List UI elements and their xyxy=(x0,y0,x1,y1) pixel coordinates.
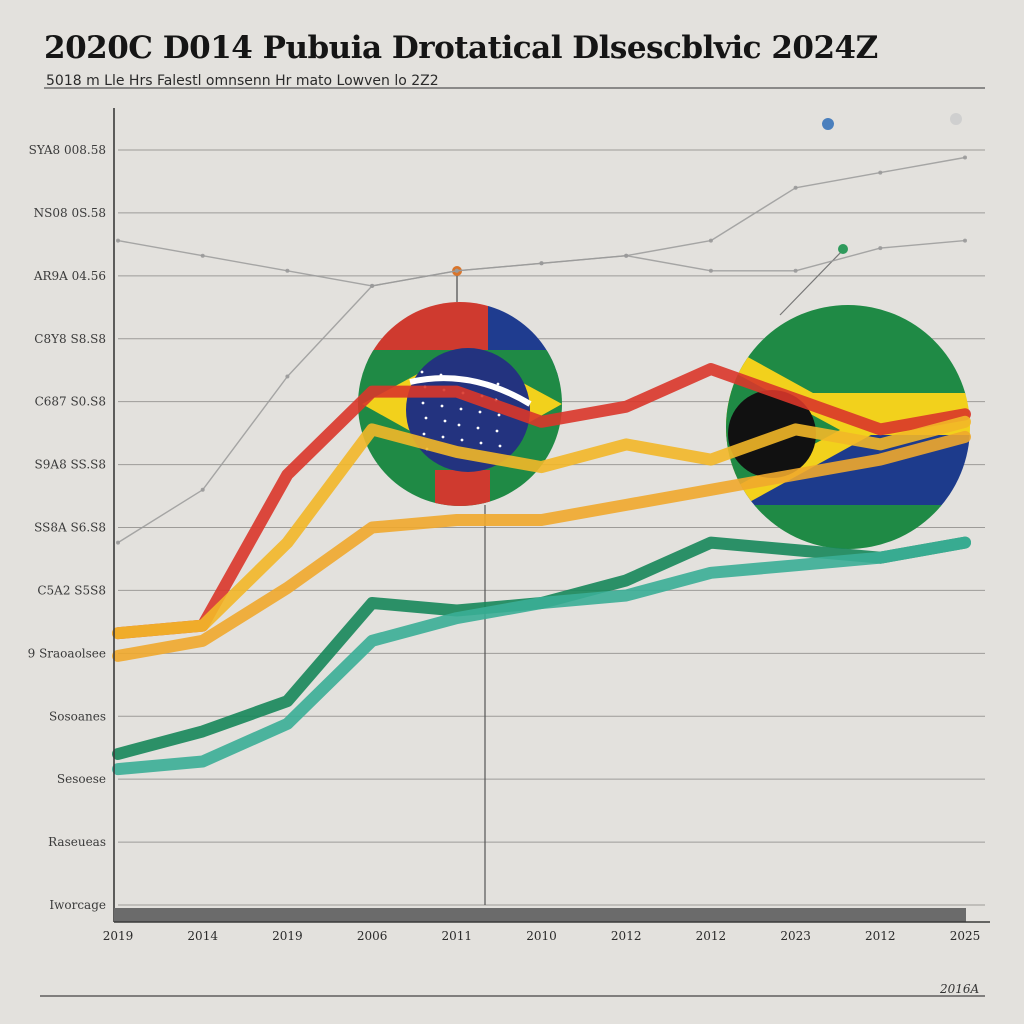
flag-left-star xyxy=(420,370,424,374)
data-point xyxy=(793,268,798,273)
flag-left-star xyxy=(495,429,499,433)
y-tick-label: Raseueas xyxy=(48,835,106,849)
data-point xyxy=(200,253,205,258)
flag-left-star xyxy=(479,441,483,445)
y-tick-label: C8Y8 S8.S8 xyxy=(34,332,106,346)
data-point xyxy=(539,261,544,266)
flag-left-star xyxy=(478,410,482,414)
x-tick-label: 2019 xyxy=(103,929,134,943)
trend-marker xyxy=(822,118,834,130)
x-tick-label: 2012 xyxy=(865,929,896,943)
x-axis-ticks: 2019 2014 2019 2006 2011 2010 2012 2012 2023 2012… xyxy=(103,929,981,943)
x-tick-label: 2023 xyxy=(780,929,811,943)
x-tick-label: 2019 xyxy=(272,929,303,943)
data-point xyxy=(878,246,883,251)
flag-left-red-bottom xyxy=(435,470,490,506)
y-tick-label: SS8A S6.S8 xyxy=(34,521,106,535)
series-layer xyxy=(112,113,971,776)
series-line xyxy=(112,536,971,776)
flag-left xyxy=(358,302,562,506)
y-tick-label: Iworcage xyxy=(49,898,106,912)
flag-left-star xyxy=(497,413,501,417)
data-point xyxy=(708,268,713,273)
trend-marker xyxy=(950,113,962,125)
y-tick-label: Sesoese xyxy=(57,772,106,786)
flag-left-star xyxy=(439,373,443,377)
y-axis-ticks: SYA8 008.58 NS08 0S.58 AR9A 04.56 C8Y8 S8.S… xyxy=(28,143,106,912)
flag-string xyxy=(779,249,844,316)
flag-left-star xyxy=(459,407,463,411)
data-point xyxy=(793,185,798,190)
flag-left-star xyxy=(476,426,480,430)
data-point xyxy=(285,374,290,379)
y-tick-label: NS08 0S.58 xyxy=(34,206,106,220)
data-point xyxy=(878,170,883,175)
y-tick-label: SYA8 008.58 xyxy=(29,143,106,157)
y-tick-label: Sosoanes xyxy=(49,709,106,723)
x-tick-label: 2010 xyxy=(526,929,557,943)
data-point xyxy=(116,540,120,545)
flag-left-star xyxy=(496,382,500,386)
data-point xyxy=(624,253,629,258)
data-point xyxy=(116,238,120,243)
y-tick-label: S9A8 SS.S8 xyxy=(35,458,106,472)
flag-left-star xyxy=(424,416,428,420)
footer-note: 2016A xyxy=(940,982,980,996)
data-point xyxy=(285,268,290,273)
flag-left-star xyxy=(498,444,502,448)
y-tick-label: C687 S0.S8 xyxy=(35,395,106,409)
chart-title: 2020C D014 Pubuia Drotatical Dlsescblvic… xyxy=(44,30,878,66)
flag-left-band xyxy=(409,375,532,407)
flag-left-star xyxy=(457,423,461,427)
series-line xyxy=(112,415,971,640)
data-point xyxy=(370,283,375,288)
x-axis-bar xyxy=(114,908,966,922)
data-point xyxy=(200,487,205,492)
x-tick-label: 2014 xyxy=(187,929,218,943)
flag-left-star xyxy=(458,376,462,380)
flag-left-star xyxy=(443,419,447,423)
flags xyxy=(358,244,970,905)
y-tick-label: AR9A 04.56 xyxy=(33,269,106,283)
x-tick-label: 2012 xyxy=(611,929,642,943)
flag-left-star xyxy=(440,404,444,408)
data-point xyxy=(708,238,713,243)
x-tick-label: 2025 xyxy=(950,929,981,943)
data-point xyxy=(963,155,967,160)
flag-left-star xyxy=(477,379,481,383)
y-tick-label: 9 Sraoaolsee xyxy=(28,646,106,660)
series-line xyxy=(112,363,971,640)
flag-left-star xyxy=(421,401,425,405)
series-line xyxy=(112,430,971,662)
data-point xyxy=(963,238,967,243)
y-tick-label: C5A2 S5S8 xyxy=(37,583,106,597)
flag-left-star xyxy=(422,432,426,436)
x-tick-label: 2011 xyxy=(442,929,473,943)
series-line xyxy=(112,536,971,760)
x-tick-label: 2012 xyxy=(696,929,727,943)
flag-left-star xyxy=(441,435,445,439)
flag-pin xyxy=(838,244,848,254)
data-point xyxy=(454,268,459,273)
flag-left-star xyxy=(460,438,464,442)
chart-subtitle: 5018 m Lle Hrs Falestl omnsenn Hr mato L… xyxy=(46,73,439,89)
x-tick-label: 2006 xyxy=(357,929,388,943)
